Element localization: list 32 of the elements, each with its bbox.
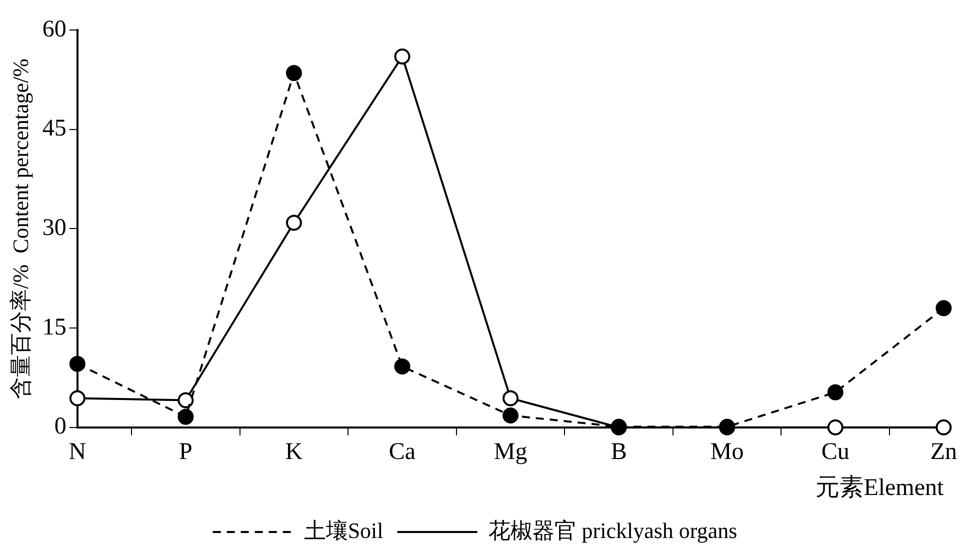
x-tick-label: B <box>610 439 627 466</box>
point <box>827 384 844 400</box>
y-tick-label: 45 <box>42 116 66 142</box>
point <box>394 48 410 64</box>
y-tick-label: 60 <box>42 16 66 42</box>
x-tick-label: Mo <box>710 439 744 466</box>
point <box>286 214 302 231</box>
point <box>286 65 302 82</box>
x-axis-title: 元素Element <box>816 474 944 501</box>
x-tick-label: P <box>179 439 192 466</box>
point <box>502 407 519 424</box>
x-tick-label: Cu <box>821 439 850 466</box>
point <box>394 358 410 374</box>
x-tick-label: Zn <box>930 439 958 466</box>
x-tick-label: N <box>68 439 86 466</box>
point <box>69 356 86 372</box>
legend-label: 花椒器官 pricklyash organs <box>488 518 738 543</box>
point <box>502 390 519 406</box>
x-tick-label: Ca <box>388 439 416 466</box>
y-tick-label: 0 <box>54 414 66 440</box>
point <box>178 392 194 408</box>
point <box>69 390 86 406</box>
x-tick-label: Mg <box>494 439 528 466</box>
point <box>936 300 952 316</box>
y-axis-title: 含量百分率/% Content percentage/% <box>8 58 33 399</box>
point <box>178 408 194 425</box>
legend-label: 土壤Soil <box>304 518 384 543</box>
point <box>827 419 844 436</box>
point <box>936 419 952 436</box>
y-tick-label: 30 <box>42 214 66 241</box>
y-tick-label: 15 <box>42 314 66 340</box>
x-tick-label: K <box>285 439 304 466</box>
